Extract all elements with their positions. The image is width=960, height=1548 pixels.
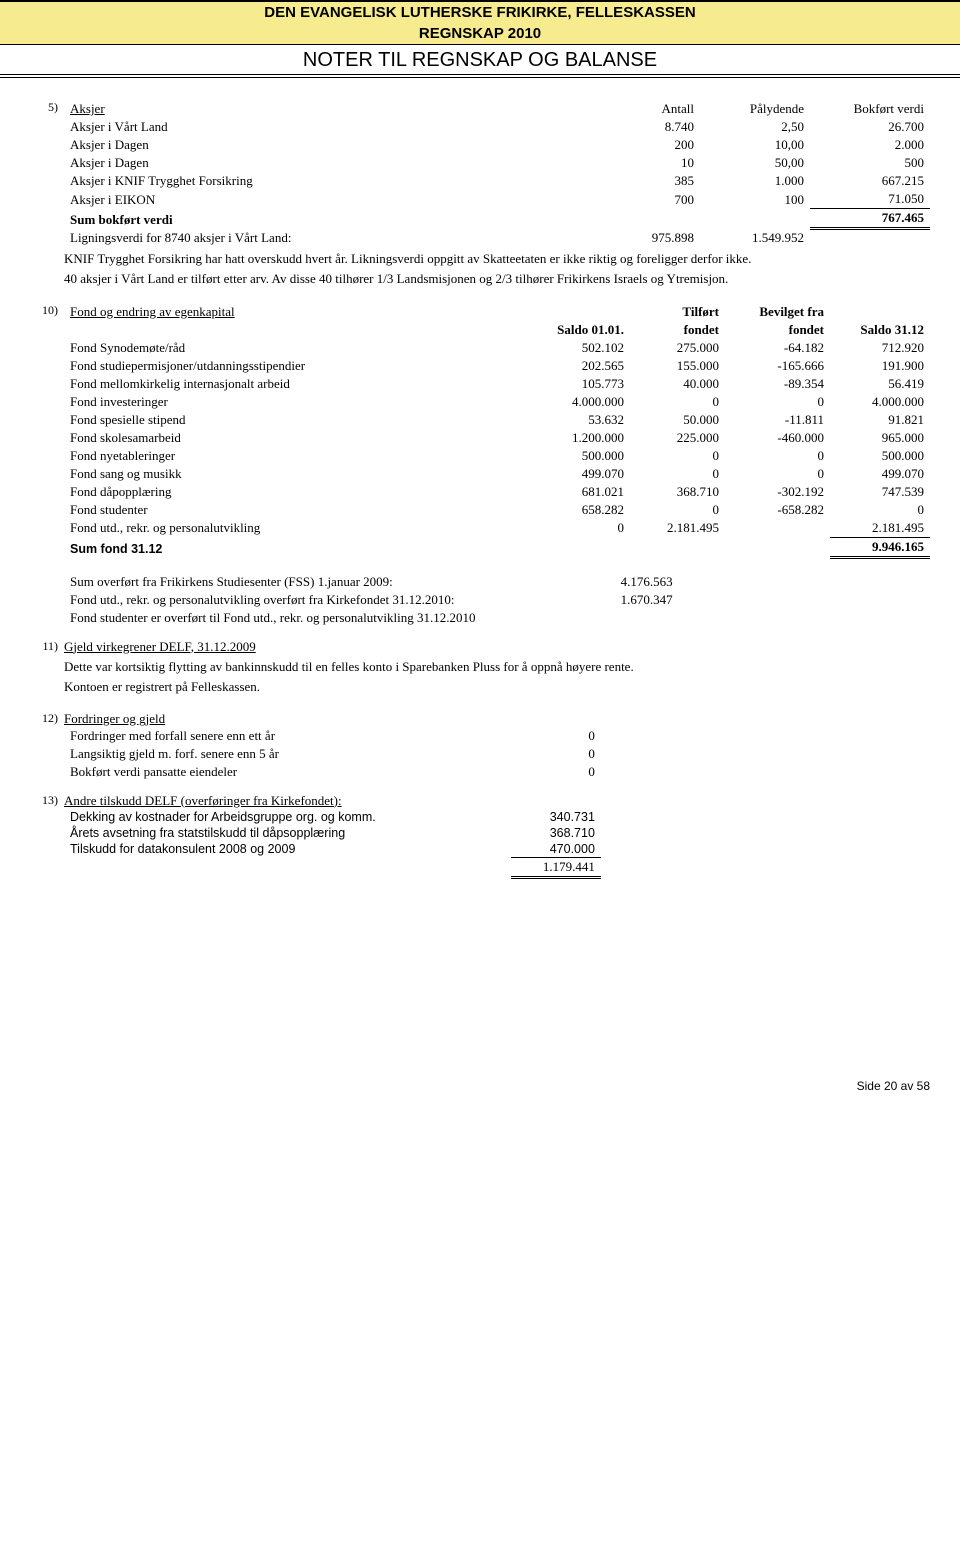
note-number: 12) [30, 711, 64, 726]
note-number: 11) [30, 639, 64, 654]
note-10: 10) Fond og endring av egenkapital Tilfø… [30, 303, 930, 627]
sum-fond-value: 9.946.165 [830, 537, 930, 557]
note-number: 13) [30, 793, 64, 808]
ligningsverdi-label: Ligningsverdi for 8740 aksjer i Vårt Lan… [64, 229, 580, 247]
table-row: Fond studenter [64, 501, 535, 519]
table-row: Fond studenter er overført til Fond utd.… [64, 609, 584, 627]
table-row: Fond Synodemøte/råd [64, 339, 535, 357]
col-palydende: Pålydende [700, 100, 810, 118]
table-row: Fond nyetableringer [64, 447, 535, 465]
table-row: Fond sang og musikk [64, 465, 535, 483]
note-title: Gjeld virkegrener DELF, 31.12.2009 [64, 639, 930, 655]
table-row: Fond utd., rekr. og personalutvikling ov… [64, 591, 584, 609]
note5-paragraph-1: KNIF Trygghet Forsikring har hatt oversk… [64, 251, 930, 267]
table-row: Fond investeringer [64, 393, 535, 411]
table-row: Fordringer med forfall senere enn ett år [64, 727, 521, 745]
note-12: 12) Fordringer og gjeld Fordringer med f… [30, 711, 930, 781]
table-row: Aksjer i EIKON [64, 190, 580, 209]
note11-paragraph-1: Dette var kortsiktig flytting av bankinn… [64, 659, 930, 675]
table-row: Aksjer i Dagen [64, 136, 580, 154]
tilskudd-table: Dekking av kostnader for Arbeidsgruppe o… [64, 809, 601, 879]
table-row: Årets avsetning fra statstilskudd til då… [64, 825, 511, 841]
note-5: 5) Aksjer Antall Pålydende Bokført verdi… [30, 100, 930, 291]
fordringer-table: Fordringer med forfall senere enn ett år… [64, 727, 601, 781]
note-title: Aksjer [64, 100, 580, 118]
header-org: DEN EVANGELISK LUTHERSKE FRIKIRKE, FELLE… [0, 1, 960, 23]
note-title: Fond og endring av egenkapital [64, 303, 535, 339]
table-row: Langsiktig gjeld m. forf. senere enn 5 å… [64, 745, 521, 763]
note5-paragraph-2: 40 aksjer i Vårt Land er tilført etter a… [64, 271, 930, 287]
sum-value: 767.465 [810, 209, 930, 229]
tilskudd-total: 1.179.441 [511, 857, 601, 877]
page-subtitle: NOTER TIL REGNSKAP OG BALANSE [30, 45, 930, 74]
note-11: 11) Gjeld virkegrener DELF, 31.12.2009 D… [30, 639, 930, 699]
page-footer: Side 20 av 58 [30, 1079, 930, 1093]
table-row: Tilskudd for datakonsulent 2008 og 2009 [64, 841, 511, 858]
note-number: 10) [30, 303, 64, 318]
table-row: Sum overført fra Frikirkens Studiesenter… [64, 573, 584, 591]
table-row: Fond spesielle stipend [64, 411, 535, 429]
fond-extra-table: Sum overført fra Frikirkens Studiesenter… [64, 573, 930, 627]
table-row: Aksjer i Dagen [64, 154, 580, 172]
table-row: Dekking av kostnader for Arbeidsgruppe o… [64, 809, 511, 825]
note-number: 5) [30, 100, 64, 115]
sum-fond-label: Sum fond 31.12 [64, 537, 535, 557]
table-row: Fond dåpopplæring [64, 483, 535, 501]
note11-paragraph-2: Kontoen er registrert på Felleskassen. [64, 679, 930, 695]
col-antall: Antall [580, 100, 700, 118]
note-title: Andre tilskudd DELF (overføringer fra Ki… [64, 793, 930, 809]
table-row: Fond mellomkirkelig internasjonalt arbei… [64, 375, 535, 393]
table-row: Aksjer i KNIF Trygghet Forsikring [64, 172, 580, 190]
header-year: REGNSKAP 2010 [0, 23, 960, 45]
table-row: Aksjer i Vårt Land [64, 118, 580, 136]
table-row: Fond skolesamarbeid [64, 429, 535, 447]
aksjer-table: Aksjer Antall Pålydende Bokført verdi Ak… [64, 100, 930, 247]
note-title: Fordringer og gjeld [64, 711, 930, 727]
table-row: Fond utd., rekr. og personalutvikling [64, 519, 535, 538]
note-13: 13) Andre tilskudd DELF (overføringer fr… [30, 793, 930, 879]
col-bokfort: Bokført verdi [810, 100, 930, 118]
sum-label: Sum bokført verdi [64, 209, 580, 229]
table-row: Bokført verdi pansatte eiendeler [64, 763, 521, 781]
table-row: Fond studiepermisjoner/utdanningsstipend… [64, 357, 535, 375]
fond-table: Fond og endring av egenkapital Tilført B… [64, 303, 930, 559]
